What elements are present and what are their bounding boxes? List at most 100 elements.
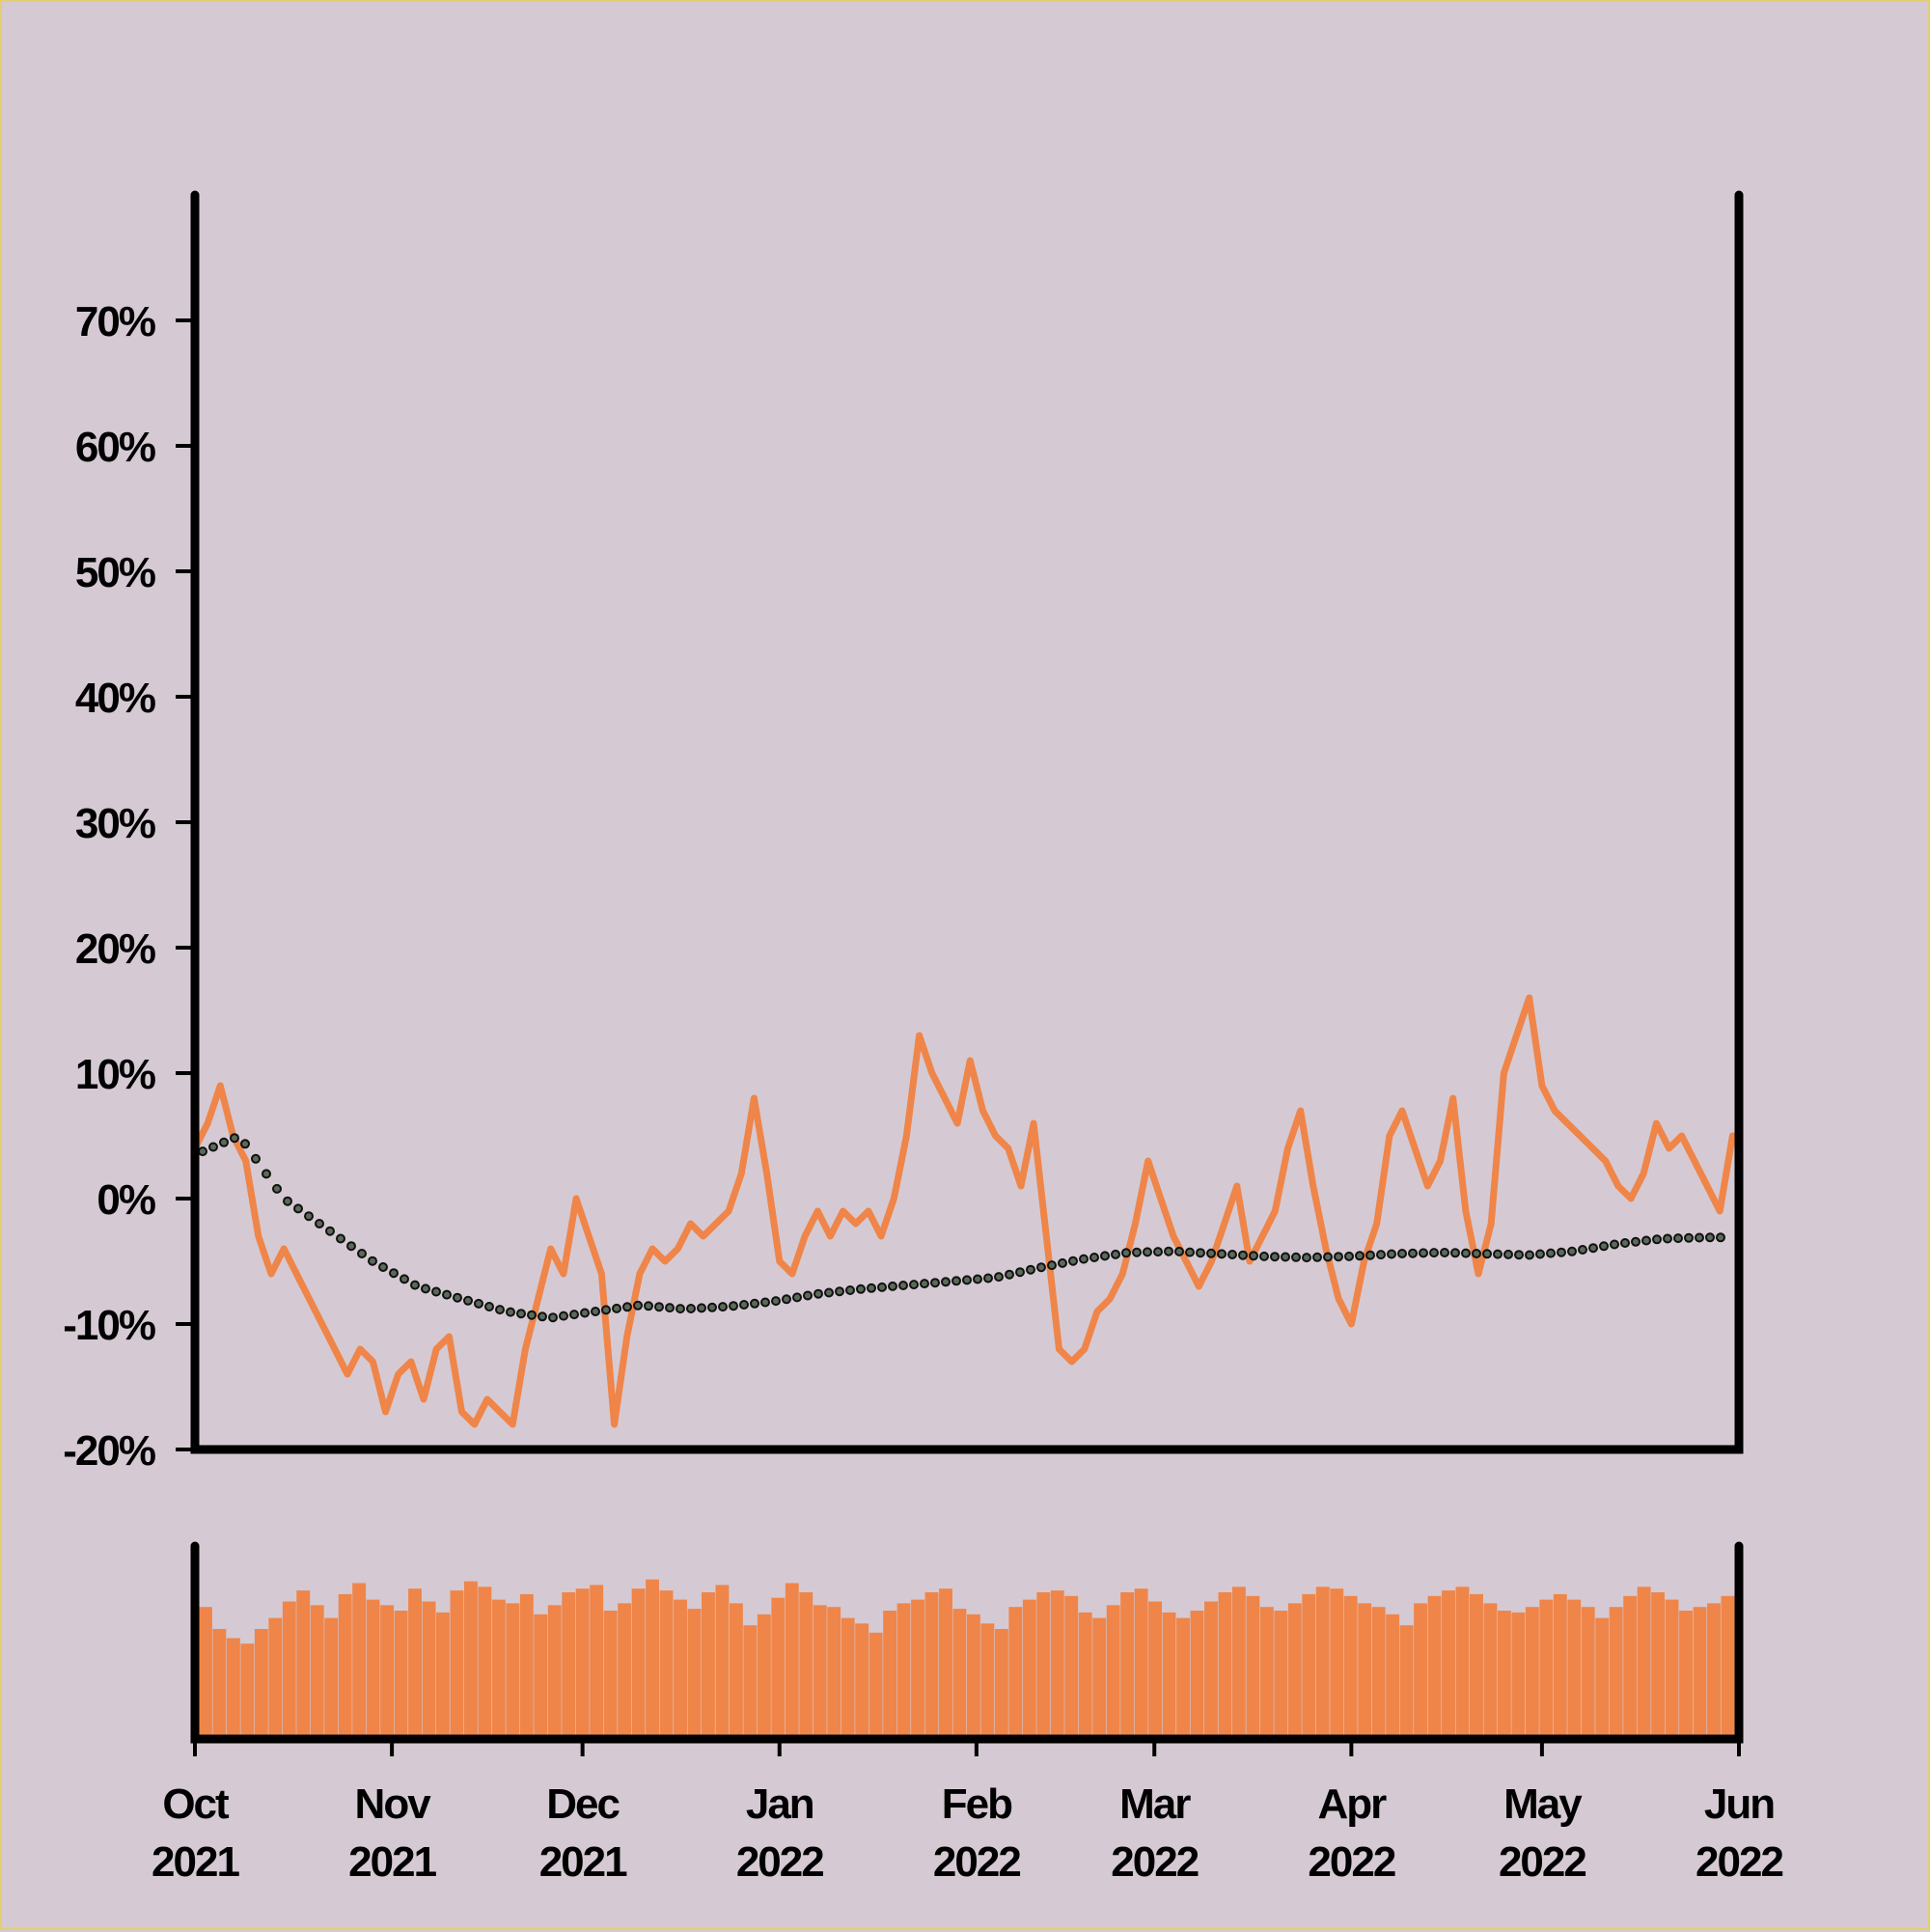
moving-average-dot xyxy=(782,1294,791,1305)
volume-bar xyxy=(729,1603,743,1739)
moving-average-dot xyxy=(686,1304,696,1313)
volume-bar xyxy=(436,1612,450,1739)
moving-average-dot xyxy=(1695,1232,1704,1243)
moving-average-dot xyxy=(400,1274,409,1284)
moving-average-dot xyxy=(803,1290,813,1301)
moving-average-dot xyxy=(994,1272,1004,1283)
volume-bar xyxy=(1567,1599,1582,1739)
moving-average-dot xyxy=(1068,1256,1078,1266)
volume-bar xyxy=(352,1583,367,1739)
moving-average-dot xyxy=(1249,1251,1258,1261)
moving-average-dot xyxy=(1503,1249,1513,1259)
moving-average-dot xyxy=(898,1281,908,1290)
moving-average-dot xyxy=(1461,1248,1471,1258)
moving-average-dot xyxy=(1599,1241,1609,1252)
moving-average-dot xyxy=(1058,1257,1067,1268)
volume-bar xyxy=(1343,1595,1358,1739)
x-tick-year-label: 2021 xyxy=(539,1838,627,1886)
volume-bar xyxy=(967,1614,980,1739)
volume-bar xyxy=(366,1599,380,1739)
moving-average-dot xyxy=(1557,1247,1566,1257)
moving-average-dot xyxy=(230,1133,239,1144)
volume-bar xyxy=(1539,1599,1554,1739)
volume-bar xyxy=(687,1609,702,1739)
volume-bar xyxy=(702,1592,715,1739)
moving-average-dot xyxy=(1217,1249,1227,1259)
volume-bar xyxy=(1371,1607,1386,1739)
moving-average-dot xyxy=(739,1300,749,1310)
volume-bar xyxy=(1553,1593,1567,1739)
moving-average-dot xyxy=(548,1312,558,1323)
moving-average-dot xyxy=(442,1289,452,1300)
moving-average-dot xyxy=(1450,1248,1460,1258)
moving-average-dot xyxy=(527,1310,537,1320)
moving-average-dot xyxy=(888,1281,897,1291)
moving-average-dot xyxy=(1387,1249,1396,1259)
moving-average-dot xyxy=(1089,1253,1099,1262)
moving-average-dot xyxy=(198,1146,207,1157)
volume-bar xyxy=(1204,1601,1218,1739)
moving-average-dot xyxy=(1376,1250,1386,1260)
volume-bar xyxy=(506,1603,520,1739)
volume-bar xyxy=(1609,1607,1623,1739)
moving-average-dot xyxy=(506,1307,515,1317)
volume-bar xyxy=(674,1599,687,1739)
main-plot-axes xyxy=(190,190,1744,1454)
moving-average-dot xyxy=(272,1183,282,1194)
x-tick-month-label: Mar xyxy=(1119,1780,1191,1828)
volume-bar xyxy=(799,1592,813,1739)
moving-average-dot xyxy=(474,1298,483,1309)
x-tick-year-label: 2022 xyxy=(933,1838,1020,1886)
moving-average-dot xyxy=(665,1303,675,1313)
volume-bar xyxy=(310,1605,324,1739)
moving-average-dot xyxy=(1365,1250,1375,1260)
moving-average-dot xyxy=(240,1139,250,1149)
volume-bar xyxy=(1665,1599,1679,1739)
volume-bar xyxy=(1455,1587,1470,1739)
volume-bar xyxy=(618,1603,632,1739)
moving-average-dot xyxy=(750,1298,759,1309)
moving-average-dot xyxy=(951,1276,961,1286)
moving-average-dot xyxy=(622,1302,632,1312)
moving-average-dot xyxy=(1429,1248,1439,1258)
x-tick-month-label: May xyxy=(1503,1780,1583,1828)
volume-bar xyxy=(952,1609,967,1739)
volume-bar xyxy=(939,1588,952,1739)
volume-bar xyxy=(450,1590,464,1739)
moving-average-dot xyxy=(1291,1252,1301,1262)
volume-bar xyxy=(1442,1590,1455,1739)
moving-average-dot xyxy=(1355,1251,1365,1261)
moving-average-dot xyxy=(1281,1252,1290,1262)
x-tick-month-label: Dec xyxy=(546,1780,620,1828)
moving-average-dot xyxy=(845,1285,855,1295)
y-tick-label: 40% xyxy=(75,675,155,722)
axes xyxy=(190,190,1744,1744)
volume-bar xyxy=(394,1611,408,1739)
moving-average-dot xyxy=(1641,1235,1651,1246)
volume-bar xyxy=(1078,1612,1092,1739)
moving-average-dot xyxy=(1525,1250,1534,1260)
volume-bar xyxy=(841,1617,855,1739)
x-tick-year-label: 2021 xyxy=(152,1838,239,1886)
volume-bar xyxy=(282,1601,296,1739)
y-tick-label: 60% xyxy=(75,424,155,471)
moving-average-dot xyxy=(1174,1246,1184,1256)
y-tick-label: 10% xyxy=(75,1051,155,1098)
moving-average-dot xyxy=(1047,1260,1057,1271)
volume-bar xyxy=(715,1585,730,1739)
y-tick-label: 70% xyxy=(75,298,155,345)
moving-average-dot xyxy=(1015,1267,1025,1278)
x-tick-year-label: 2022 xyxy=(1308,1838,1394,1886)
volume-bar xyxy=(631,1588,646,1739)
moving-average-dot xyxy=(431,1286,441,1297)
moving-average-dot xyxy=(1493,1249,1503,1259)
volume-bar xyxy=(1050,1590,1064,1739)
volume-panel-axes xyxy=(190,1541,1744,1744)
moving-average-dot xyxy=(569,1310,579,1320)
volume-bar xyxy=(1679,1611,1693,1739)
moving-average-dot xyxy=(1079,1254,1089,1264)
volume-bar xyxy=(1231,1587,1246,1739)
moving-average-dot xyxy=(1408,1248,1418,1258)
volume-bar xyxy=(1148,1601,1163,1739)
volume-bar xyxy=(1651,1592,1666,1739)
